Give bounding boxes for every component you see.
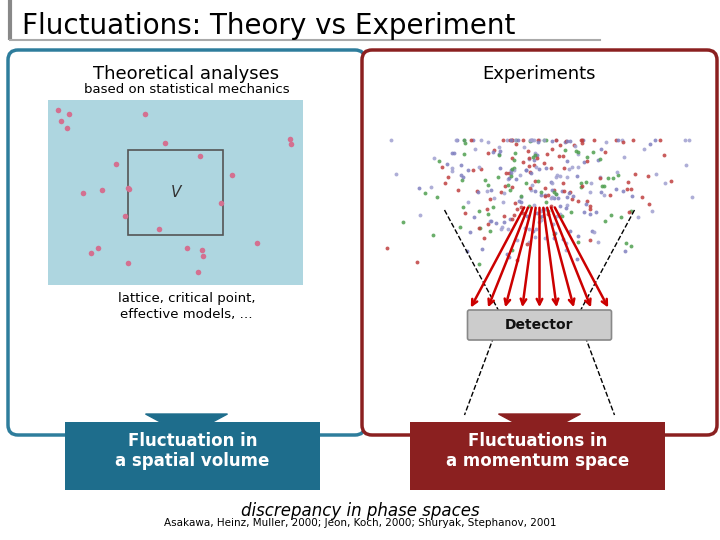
FancyBboxPatch shape xyxy=(8,50,365,435)
FancyBboxPatch shape xyxy=(518,414,560,423)
FancyBboxPatch shape xyxy=(48,100,303,285)
Text: Theoretical analyses: Theoretical analyses xyxy=(94,65,279,83)
Text: Detector: Detector xyxy=(505,318,574,332)
Text: Experiments: Experiments xyxy=(482,65,596,83)
Text: a spatial volume: a spatial volume xyxy=(115,452,270,470)
Text: based on statistical mechanics: based on statistical mechanics xyxy=(84,83,289,96)
Text: Asakawa, Heinz, Muller, 2000; Jeon, Koch, 2000; Shuryak, Stephanov, 2001: Asakawa, Heinz, Muller, 2000; Jeon, Koch… xyxy=(163,518,557,528)
Polygon shape xyxy=(498,414,580,436)
Text: Fluctuations in: Fluctuations in xyxy=(468,432,607,450)
FancyBboxPatch shape xyxy=(362,50,717,435)
Text: Fluctuations: Theory vs Experiment: Fluctuations: Theory vs Experiment xyxy=(22,12,516,40)
FancyBboxPatch shape xyxy=(467,310,611,340)
Text: V: V xyxy=(171,185,181,200)
FancyBboxPatch shape xyxy=(410,422,665,490)
FancyBboxPatch shape xyxy=(65,422,320,490)
Text: Fluctuation in: Fluctuation in xyxy=(127,432,257,450)
Text: effective models, …: effective models, … xyxy=(120,308,253,321)
Text: lattice, critical point,: lattice, critical point, xyxy=(118,292,256,305)
Text: discrepancy in phase spaces: discrepancy in phase spaces xyxy=(240,502,480,520)
Polygon shape xyxy=(145,414,228,436)
FancyBboxPatch shape xyxy=(166,414,207,423)
Text: a momentum space: a momentum space xyxy=(446,452,629,470)
